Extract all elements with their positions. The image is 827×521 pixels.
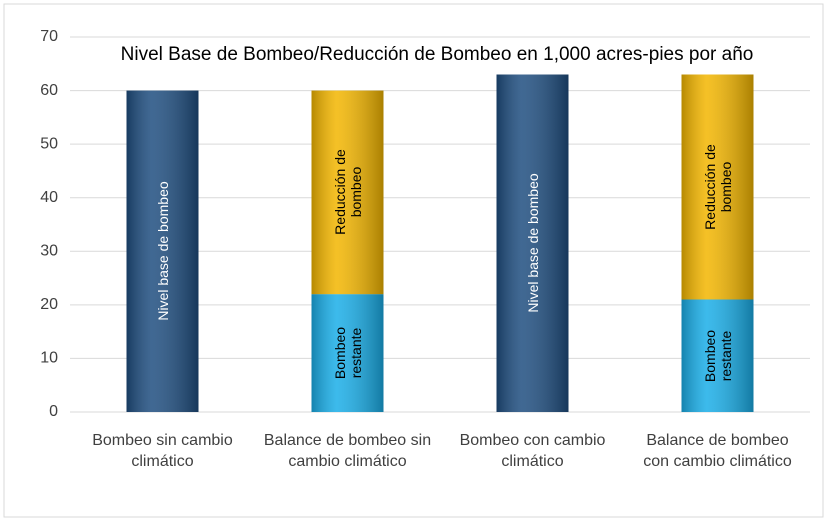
- bar-shade: [496, 74, 569, 412]
- bar-label: Reducción de bombeo: [701, 144, 734, 230]
- bar-label: Bombeo restante: [701, 329, 734, 382]
- y-tick-label: 40: [40, 189, 58, 206]
- y-tick-label: 0: [49, 403, 58, 420]
- bar-shade: [311, 294, 384, 412]
- bar-shade: [681, 74, 754, 300]
- y-tick-label: 60: [40, 82, 58, 99]
- bar-label: Bombeo restante: [331, 326, 364, 380]
- y-tick-label: 20: [40, 296, 58, 313]
- chart-title: Nivel Base de Bombeo/Reducción de Bombeo…: [121, 44, 754, 65]
- bar-shade: [126, 90, 199, 413]
- y-tick-label: 70: [40, 28, 58, 45]
- y-tick-label: 30: [40, 243, 58, 260]
- y-tick-label: 10: [40, 350, 58, 367]
- x-tick-label: Balance de bombeo con cambio climático: [643, 432, 792, 470]
- bar-shade: [681, 299, 754, 412]
- bar-shade: [311, 90, 384, 295]
- bar-label: Reducción de bombeo: [331, 149, 364, 236]
- y-tick-label: 50: [40, 135, 58, 152]
- bar-label: Nivel base de bombeo: [154, 181, 171, 321]
- x-tick-label: Bombeo sin cambio climático: [92, 432, 233, 470]
- bar-label: Nivel base de bombeo: [524, 173, 541, 313]
- x-tick-label: Bombeo con cambio climático: [459, 432, 606, 470]
- x-tick-label: Balance de bombeo sin cambio climático: [263, 432, 432, 470]
